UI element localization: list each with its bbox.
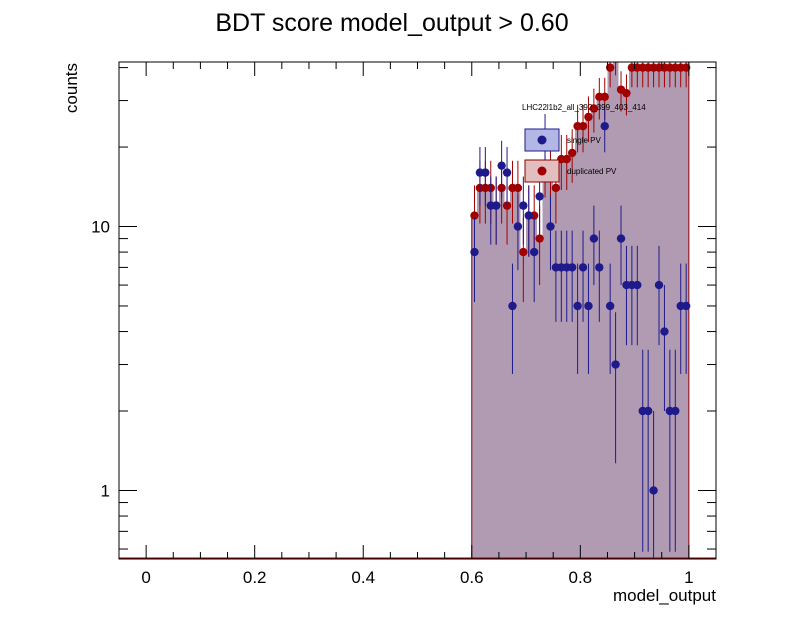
single-bar: [618, 89, 624, 559]
single-point: [573, 301, 582, 311]
single-point: [491, 201, 501, 210]
single-bar: [482, 187, 489, 559]
single-bar: [520, 252, 527, 559]
single-bar: [498, 187, 505, 559]
single-point: [611, 360, 620, 369]
duplicated-point: [535, 234, 544, 243]
single-point: [671, 406, 680, 416]
duplicated-point: [562, 154, 571, 164]
single-point: [567, 263, 577, 272]
single-bar: [536, 238, 543, 560]
single-bar: [591, 108, 597, 560]
single-bar: [645, 67, 651, 559]
duplicated-point: [681, 63, 691, 72]
duplicated-point: [622, 88, 631, 98]
duplicated-point: [600, 92, 609, 102]
single-point: [546, 222, 555, 231]
single-point: [535, 192, 544, 201]
single-bar: [531, 215, 537, 559]
single-point: [513, 222, 523, 231]
single-point: [584, 301, 593, 311]
single-bar: [542, 165, 548, 559]
single-bar: [640, 67, 646, 559]
single-bar: [650, 67, 657, 559]
legend-single-label: single PV: [567, 136, 601, 145]
x-tick-label: 0.2: [243, 568, 267, 587]
single-point: [578, 263, 588, 272]
legend-duplicated-marker: [537, 166, 547, 176]
single-bar: [471, 215, 478, 559]
duplicated-point: [605, 63, 615, 72]
single-bar: [580, 126, 586, 559]
x-tick-label: 0.4: [351, 568, 375, 587]
chart-title: BDT score model_output > 0.60: [215, 9, 568, 37]
duplicated-point: [589, 104, 599, 113]
single-bar: [667, 67, 673, 559]
x-tick-label: 0.6: [460, 568, 484, 587]
x-tick-label: 0.8: [568, 568, 592, 587]
duplicated-point: [513, 183, 523, 193]
y-axis-label: counts: [62, 63, 81, 113]
single-bar: [596, 96, 603, 560]
single-bar: [564, 159, 570, 560]
single-bar: [553, 187, 559, 559]
single-bar: [569, 152, 575, 559]
single-point: [589, 234, 599, 243]
legend-single-marker: [537, 135, 547, 145]
duplicated-point: [470, 211, 479, 220]
single-point: [649, 486, 658, 495]
x-tick-label: 0: [141, 568, 150, 587]
single-point: [470, 247, 479, 257]
single-point: [681, 301, 691, 311]
legend: LHC22l1b2_all_392_399_403_414 single PV …: [522, 103, 646, 183]
single-point: [595, 263, 604, 272]
single-point: [600, 121, 609, 131]
single-point: [519, 201, 528, 210]
legend-header: LHC22l1b2_all_392_399_403_414: [522, 103, 646, 112]
single-point: [524, 211, 533, 220]
x-axis-label: model_output: [613, 586, 716, 605]
single-point: [616, 234, 626, 243]
x-tick-label: 1: [684, 568, 693, 587]
single-bar: [493, 205, 499, 560]
duplicated-point: [567, 148, 577, 158]
plot-area: [119, 62, 716, 560]
single-point: [605, 301, 615, 311]
legend-duplicated-label: duplicated PV: [567, 167, 617, 176]
single-bar: [558, 159, 565, 560]
single-point: [497, 161, 506, 170]
single-point: [660, 327, 669, 336]
single-bar: [547, 172, 554, 559]
duplicated-point: [578, 121, 588, 131]
single-point: [481, 168, 490, 177]
single-point: [654, 280, 664, 290]
y-tick-label: 1: [101, 481, 110, 500]
duplicated-point: [551, 183, 561, 193]
single-point: [529, 247, 539, 257]
single-bar: [672, 67, 679, 559]
single-bar: [488, 187, 494, 559]
single-bar: [515, 187, 521, 559]
axes: 0 0.2 0.4 0.6 0.8 1 1 10: [91, 61, 717, 587]
duplicated-point: [519, 247, 528, 257]
single-point: [508, 301, 517, 311]
single-bar: [504, 205, 510, 560]
duplicated-point: [584, 112, 593, 122]
single-point: [502, 168, 512, 177]
single-bar: [477, 187, 483, 559]
single-bar: [526, 215, 532, 559]
single-point: [643, 406, 653, 416]
y-tick-label: 10: [91, 218, 110, 237]
single-point: [633, 280, 642, 290]
single-bar: [602, 96, 608, 560]
single-bar: [612, 62, 619, 559]
